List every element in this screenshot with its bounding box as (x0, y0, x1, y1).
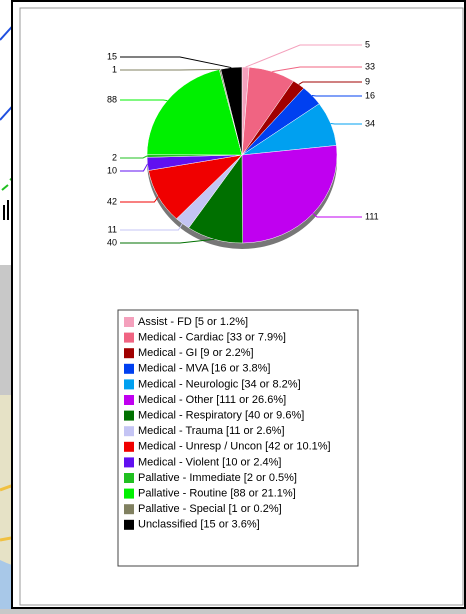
legend-swatch (124, 520, 134, 530)
legend-swatch (124, 504, 134, 514)
slice-label: 2 (112, 152, 117, 162)
legend-label: Medical - Other [111 or 26.6%] (138, 394, 286, 406)
page: {"chart_data": {"type": "pie", "categori… (0, 0, 466, 609)
legend-swatch (124, 411, 134, 421)
slice-label: 10 (107, 165, 117, 175)
legend-label: Medical - MVA [16 or 3.8%] (138, 363, 270, 375)
slice-label: 11 (108, 224, 117, 234)
legend-label: Pallative - Special [1 or 0.2%] (138, 503, 282, 515)
legend-swatch (124, 426, 134, 436)
slice-label: 9 (365, 76, 370, 86)
legend-label: Unclassified [15 or 3.6%] (138, 519, 260, 531)
legend-swatch (124, 364, 134, 374)
legend-label: Medical - Violent [10 or 2.4%] (138, 456, 281, 468)
legend-label: Medical - GI [9 or 2.2%] (138, 347, 254, 359)
legend-label: Pallative - Immediate [2 or 0.5%] (138, 472, 297, 484)
slice-label: 15 (107, 51, 117, 61)
legend-swatch (124, 348, 134, 358)
legend-label: Medical - Respiratory [40 or 9.6%] (138, 410, 304, 422)
legend-swatch (124, 489, 134, 499)
legend-swatch (124, 395, 134, 405)
slice-label: 5 (365, 39, 370, 49)
legend-label: Medical - Neurologic [34 or 8.2%] (138, 378, 301, 390)
leader-line (120, 100, 167, 101)
slice-label: 34 (365, 118, 375, 128)
slice-label: 88 (107, 94, 117, 104)
legend-label: Medical - Trauma [11 or 2.6%] (138, 425, 285, 437)
legend-swatch (124, 379, 134, 389)
legend-swatch (124, 442, 134, 452)
legend-swatch (124, 473, 134, 483)
slice-label: 111 (365, 211, 379, 221)
legend-swatch (124, 333, 134, 343)
screenshot: 5 33 9 16 34 111 40 11 42 10 2 88 1 15 Assist - FD [5… (0, 0, 466, 609)
legend-swatch (124, 457, 134, 467)
legend-label: Medical - Cardiac [33 or 7.9%] (138, 332, 286, 344)
legend-label: Pallative - Routine [88 or 21.1%] (138, 488, 296, 500)
slice-label: 33 (365, 61, 375, 71)
slice-label: 1 (112, 64, 117, 74)
slice-label: 42 (107, 196, 117, 206)
slice-label: 40 (107, 237, 117, 247)
legend-swatch (124, 317, 134, 327)
legend-label: Medical - Unresp / Uncon [42 or 10.1%] (138, 441, 331, 453)
legend-label: Assist - FD [5 or 1.2%] (138, 316, 248, 328)
slice-label: 16 (365, 90, 375, 100)
